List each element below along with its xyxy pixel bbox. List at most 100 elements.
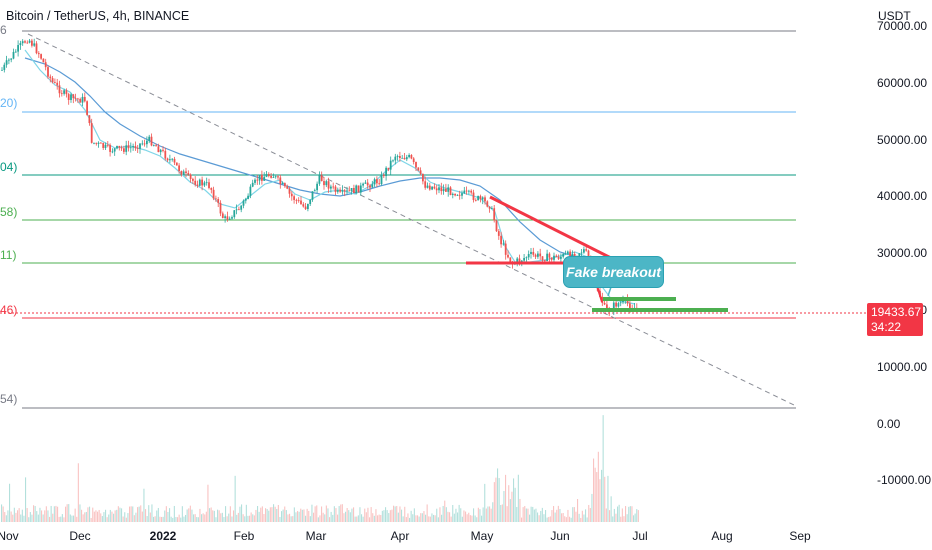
volume-bar	[325, 505, 327, 522]
candle-body	[208, 182, 210, 189]
candle-body	[520, 260, 523, 262]
volume-bar	[106, 517, 108, 522]
trend-drawings[interactable]	[466, 195, 728, 312]
volume-bar	[375, 509, 377, 522]
candle-body	[286, 186, 289, 189]
candle-body	[125, 145, 128, 152]
candle-body	[249, 186, 252, 196]
volume-bar	[628, 506, 630, 522]
volume-bar	[354, 516, 356, 522]
volume-bar	[21, 509, 23, 522]
candle-body	[569, 251, 571, 259]
candle-body	[65, 90, 68, 95]
volume-bar	[458, 504, 460, 522]
candle-body	[8, 59, 10, 61]
volume-bar	[335, 508, 337, 522]
moving-averages	[24, 49, 636, 305]
volume-bar	[346, 508, 348, 522]
volume-bar	[343, 513, 345, 522]
fake-breakout-callout[interactable]: Fake breakout	[563, 256, 664, 288]
candle-body	[111, 151, 114, 153]
volume-bar	[186, 509, 188, 522]
volume-bar	[55, 505, 57, 522]
currency-label[interactable]: USDT	[878, 9, 911, 23]
volume-bar	[415, 515, 417, 522]
candle-body	[44, 62, 47, 68]
volume-bar	[105, 509, 107, 522]
candle-countdown: 34:22	[871, 320, 902, 334]
volume-bar	[380, 515, 382, 522]
volume-bar	[149, 512, 151, 522]
volume-bar	[226, 516, 228, 522]
volume-bar	[489, 506, 491, 522]
candle-body	[224, 216, 226, 218]
volume-bar	[145, 509, 147, 522]
volume-bar	[151, 504, 153, 522]
volume-bar	[84, 512, 86, 522]
current-price-value: 19433.67	[871, 305, 922, 319]
red-trendline	[489, 195, 618, 263]
volume-bar	[156, 510, 158, 522]
volume-bar	[44, 510, 46, 522]
volume-bar	[237, 512, 239, 522]
candle-body	[104, 144, 107, 148]
candle-body	[155, 145, 157, 147]
volume-bar	[389, 510, 391, 522]
volume-bar	[249, 515, 251, 522]
price-tick: 10000.00	[877, 360, 928, 374]
candle-body	[311, 191, 314, 200]
candle-body	[83, 96, 86, 102]
candle-body	[24, 41, 26, 43]
volume-bar	[253, 515, 255, 522]
volume-bar	[141, 511, 143, 522]
volume-bar	[308, 510, 310, 522]
candle-body	[54, 82, 56, 84]
volume-bar	[45, 506, 47, 522]
candle-body	[484, 197, 486, 202]
candle-body	[348, 190, 351, 192]
volume-bar	[605, 508, 607, 522]
volume-bar	[89, 506, 91, 522]
symbol-title[interactable]: Bitcoin / TetherUS, 4h, BINANCE	[6, 9, 190, 23]
volume-bar	[63, 517, 65, 522]
candle-body	[187, 173, 190, 175]
candle-body	[58, 85, 61, 94]
candle-body	[472, 192, 475, 200]
volume-bar	[111, 511, 113, 522]
candle-body	[159, 149, 162, 153]
candle-body	[477, 196, 479, 201]
volume-bar	[322, 512, 324, 522]
volume-bar	[260, 507, 262, 522]
candle-body	[247, 195, 249, 199]
volume-bar	[468, 512, 470, 522]
candle-body	[290, 193, 293, 197]
volume-bar	[565, 517, 567, 522]
volume-bar	[362, 516, 364, 522]
candle-body	[12, 51, 15, 59]
volume-bar	[498, 478, 500, 522]
volume-bar	[201, 514, 203, 522]
dashed-downtrend-line[interactable]	[27, 33, 797, 407]
candle-body	[123, 148, 125, 152]
price-tick: 30000.00	[877, 246, 928, 260]
candle-body	[198, 179, 201, 186]
candle-body	[440, 187, 443, 192]
candle-body	[355, 185, 358, 194]
candle-body	[143, 143, 146, 145]
volume-bar	[241, 504, 243, 522]
time-tick: Mar	[305, 529, 327, 543]
candle-body	[553, 255, 555, 260]
volume-bar	[169, 508, 171, 522]
candle-body	[362, 183, 364, 186]
candle-body	[449, 187, 452, 195]
volume-bar	[615, 513, 617, 522]
candle-body	[619, 302, 622, 304]
volume-bar	[367, 507, 369, 522]
candle-body	[302, 204, 305, 207]
candle-body	[67, 94, 70, 100]
candle-body	[537, 253, 539, 257]
candle-body	[463, 190, 466, 194]
volume-bar	[215, 517, 217, 522]
volume-bar	[423, 511, 425, 522]
